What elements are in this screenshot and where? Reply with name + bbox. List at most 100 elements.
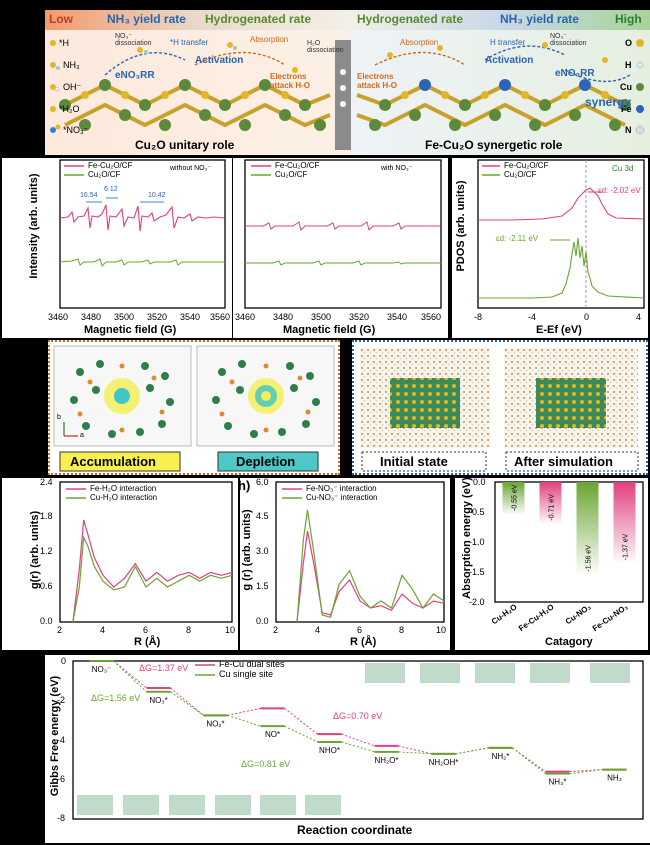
axis-a-label: a bbox=[80, 432, 84, 439]
gibbs-connector-cu-3 bbox=[284, 725, 318, 743]
pdos-xlabel: E-Ef (eV) bbox=[536, 324, 582, 336]
gibbs-connector-cu-7 bbox=[512, 747, 546, 774]
gibbs-step-label-3: NO* bbox=[265, 730, 280, 739]
gibbs-step-label-4: NHO* bbox=[319, 746, 340, 755]
gibbs-connector-cu-5 bbox=[398, 751, 432, 755]
epr1-xtick-2: 3500 bbox=[114, 312, 135, 322]
gibbs-dg4: ΔG=0.81 eV bbox=[241, 759, 291, 769]
rdf2-xtick-4: 10 bbox=[436, 625, 447, 635]
legend-h2o: *H₂O bbox=[59, 104, 80, 114]
rdf-panel-1: Fe-H₂O interaction Cu-H₂O interaction g(… bbox=[2, 478, 238, 650]
pdos-legend-fe: Fe-Cu₂O/CF bbox=[504, 161, 549, 170]
epr2-cu-trace bbox=[245, 260, 441, 266]
rdf2-ytick-2: 3.0 bbox=[256, 546, 269, 556]
legend-h: *H bbox=[59, 38, 70, 48]
epr-panel-2: Fe-Cu₂O/CF Cu₂O/CF with NO₃⁻ 3460 3480 3… bbox=[233, 158, 448, 338]
epr2-xtick-2: 3500 bbox=[311, 312, 332, 322]
schematic-svg bbox=[45, 10, 650, 155]
gibbs-connector-fe-0 bbox=[113, 660, 147, 689]
epr2-xtick-1: 3480 bbox=[273, 312, 294, 322]
rdf1-ytick-2: 1.2 bbox=[40, 546, 53, 556]
rdf2-panel-mark: h) bbox=[240, 478, 251, 493]
gibbs-dg2: ΔG=1.56 eV bbox=[91, 693, 141, 703]
rdf2-ytick-1: 1.5 bbox=[256, 581, 269, 591]
gibbs-ytick-2: -4 bbox=[57, 735, 66, 745]
gibbs-connector-cu-6 bbox=[455, 747, 489, 755]
rdf-panel-2: h) Fe-NO₃⁻ interaction Cu-NO₃⁻ interacti… bbox=[240, 478, 450, 650]
bar-value-label-1: -0.71 eV bbox=[549, 494, 556, 521]
charge-density-svg bbox=[53, 345, 335, 472]
legend-icons-left bbox=[50, 40, 61, 133]
bar-ytick-2: -1.0 bbox=[469, 537, 485, 547]
rdf2-xtick-0: 2 bbox=[273, 625, 279, 635]
epr-svg-1 bbox=[59, 159, 226, 309]
epr1-spacing-1: 16.54 bbox=[80, 192, 98, 199]
legend-o: O bbox=[625, 38, 633, 48]
axis-b-label: b bbox=[57, 414, 61, 421]
bar-category-label-0: Cu-H₂O bbox=[490, 602, 519, 626]
fe-cu2o-lattice-right bbox=[356, 79, 631, 131]
rdf1-xlabel: R (Å) bbox=[134, 636, 161, 648]
annot-synergy: synergy bbox=[585, 95, 632, 109]
gibbs-connector-cu-1 bbox=[170, 691, 204, 716]
legend-no3: *NO₃⁻ bbox=[63, 125, 89, 135]
after-simulation-box bbox=[505, 451, 639, 472]
pdos-xtick-2: 0 bbox=[584, 312, 590, 322]
gibbs-connector-fe-7 bbox=[512, 747, 546, 773]
gibbs-step-label-5: NH₂O* bbox=[375, 756, 399, 765]
annot-no3-dissoc-left: NO₃⁻ dissociation bbox=[115, 33, 152, 47]
epr1-legend-cu: Cu₂O/CF bbox=[88, 170, 121, 179]
gibbs-connector-fe-2 bbox=[227, 707, 261, 716]
rdf2-svg bbox=[275, 481, 445, 623]
nh3-yield-rate-right: NH₃ yield rate bbox=[500, 12, 579, 26]
depletion-box bbox=[217, 451, 319, 472]
legend-cu: Cu bbox=[620, 82, 632, 92]
pdos-ed-fe: εd: -2.02 eV bbox=[598, 186, 641, 195]
after-simulation-label: After simulation bbox=[514, 454, 613, 469]
epr1-ylabel: Intensity (arb. units) bbox=[28, 173, 40, 279]
caption-cu2o-unitary: Cu₂O unitary role bbox=[135, 138, 235, 152]
gibbs-connector-cu-0 bbox=[113, 660, 147, 693]
epr2-xtick-0: 3460 bbox=[235, 312, 256, 322]
schematic-panel: Low NH₃ yield rate Hydrogenated rate Hyd… bbox=[45, 10, 650, 155]
bar-category-label-3: Fe-Cu-NO₃ bbox=[591, 602, 630, 633]
initial-state-label: Initial state bbox=[380, 454, 448, 469]
epr1-xlabel: Magnetic field (G) bbox=[84, 324, 177, 336]
legend-h-atom: H bbox=[625, 60, 632, 70]
epr1-xtick-4: 3540 bbox=[180, 312, 201, 322]
bar-3 bbox=[613, 482, 636, 565]
epr1-xtick-3: 3520 bbox=[147, 312, 168, 322]
annot-h-transfer-left: *H transfer bbox=[170, 38, 209, 47]
gibbs-step-label-1: NO₃* bbox=[149, 696, 167, 705]
rdf1-ytick-0: 0.0 bbox=[40, 616, 53, 626]
epr2-note: with NO₃⁻ bbox=[381, 165, 413, 172]
gibbs-dg3: ΔG=0.70 eV bbox=[333, 711, 383, 721]
gibbs-ytick-3: -6 bbox=[57, 774, 66, 784]
pdos-ed-cu: εd: -2.11 eV bbox=[496, 234, 539, 243]
pdos-svg bbox=[477, 159, 645, 309]
gibbs-connector-fe-5 bbox=[398, 745, 432, 755]
pdos-xtick-0: -8 bbox=[474, 312, 483, 322]
annot-h-transfer-right: H transfer bbox=[490, 38, 526, 47]
epr-svg-2 bbox=[244, 159, 442, 309]
epr1-cu-trace bbox=[59, 258, 225, 267]
epr2-fe-trace bbox=[245, 221, 441, 231]
gibbs-connector-fe-3 bbox=[284, 708, 318, 735]
md-simulation-svg bbox=[360, 348, 639, 472]
accumulation-label: Accumulation bbox=[70, 454, 156, 469]
legend-oh: OH⁻ bbox=[63, 82, 82, 92]
epr2-xtick-3: 3520 bbox=[349, 312, 370, 322]
bar-ytick-4: -2.0 bbox=[469, 597, 485, 607]
rdf1-series-cu bbox=[72, 535, 233, 623]
annot-no3-dissoc-right: NO₃⁻ dissociation bbox=[550, 33, 587, 47]
annot-h2o-dissoc: H₂O dissociation bbox=[307, 40, 344, 54]
annot-eno3rr-right: eNO₃RR bbox=[555, 68, 595, 79]
rdf2-ytick-3: 4.5 bbox=[256, 511, 269, 521]
gibbs-ytick-0: 0 bbox=[61, 656, 67, 666]
bar-ytick-0: 0.0 bbox=[473, 478, 486, 487]
gibbs-panel: NO₃⁻ NO₃* NO₂* NO* NHO* NH₂O* NH₂OH* NH₂* NH₃* NH… bbox=[45, 655, 650, 843]
annot-eno3rr-left: eNO₃RR bbox=[115, 70, 155, 81]
high-label: High bbox=[615, 12, 642, 26]
absorption-bar-panel: -0.55 eV Cu-H₂O -0.71 eV Fe-Cu-H₂O -1.56 eV C… bbox=[455, 478, 648, 650]
gibbs-xlabel: Reaction coordinate bbox=[297, 823, 413, 837]
